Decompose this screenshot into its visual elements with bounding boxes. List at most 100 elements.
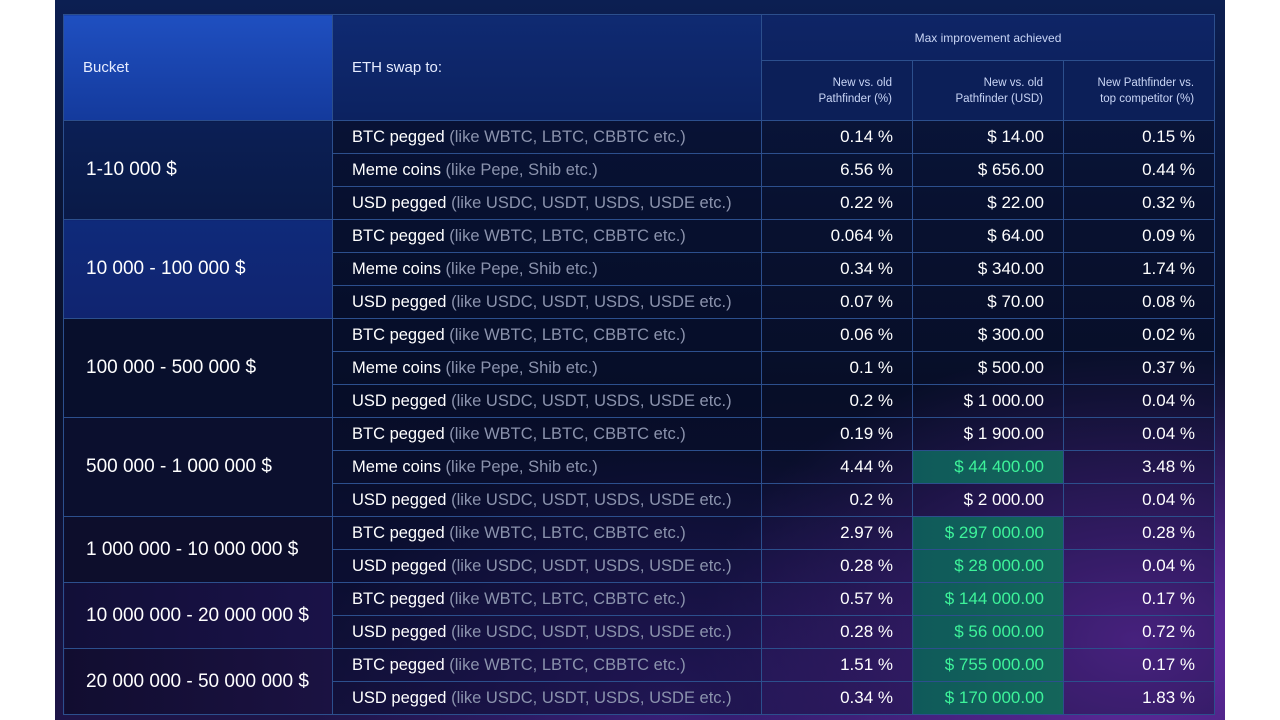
header-eth-swap-to: ETH swap to:	[332, 14, 762, 121]
asset-description: USD pegged (like USDC, USDT, USDS, USDE …	[332, 384, 762, 418]
asset-type: BTC pegged	[352, 424, 445, 443]
table-panel: Bucket ETH swap to: Max improvement achi…	[55, 0, 1225, 720]
header-max-improvement: Max improvement achieved	[760, 14, 1216, 61]
table-row: 500 000 - 1 000 000 $ BTC pegged (like WB…	[63, 417, 1216, 517]
usd-improvement-value: $ 144 000.00	[912, 582, 1064, 616]
competitor-improvement-value: 0.17 %	[1062, 648, 1216, 682]
bucket-label: 10 000 - 100 000 $	[63, 219, 333, 319]
asset-type: BTC pegged	[352, 523, 445, 542]
usd-improvement-value: $ 1 000.00	[912, 384, 1064, 418]
asset-description: Meme coins (like Pepe, Shib etc.)	[332, 351, 762, 385]
usd-improvement-value: $ 22.00	[912, 186, 1064, 220]
pct-improvement-value: 0.28 %	[761, 549, 913, 583]
asset-description: USD pegged (like USDC, USDT, USDS, USDE …	[332, 483, 762, 517]
pct-improvement-value: 0.1 %	[761, 351, 913, 385]
header-usd-improvement: New vs. old Pathfinder (USD)	[912, 60, 1064, 121]
usd-improvement-value: $ 340.00	[912, 252, 1064, 286]
asset-type: USD pegged	[352, 391, 447, 410]
usd-improvement-value: $ 170 000.00	[912, 681, 1064, 715]
asset-type: USD pegged	[352, 622, 447, 641]
pct-improvement-value: 0.2 %	[761, 483, 913, 517]
asset-type: BTC pegged	[352, 325, 445, 344]
competitor-improvement-value: 0.04 %	[1062, 549, 1216, 583]
pct-improvement-value: 4.44 %	[761, 450, 913, 484]
table-row: 20 000 000 - 50 000 000 $ BTC pegged (lik…	[63, 648, 1216, 715]
asset-type: BTC pegged	[352, 226, 445, 245]
asset-type: Meme coins	[352, 457, 441, 476]
table-row: 1-10 000 $ BTC pegged (like WBTC, LBTC, C…	[63, 120, 1216, 220]
asset-type: USD pegged	[352, 688, 447, 707]
competitor-improvement-value: 1.83 %	[1062, 681, 1216, 715]
asset-examples: (like USDC, USDT, USDS, USDE etc.)	[451, 556, 732, 575]
competitor-improvement-value: 0.04 %	[1062, 417, 1216, 451]
asset-description: USD pegged (like USDC, USDT, USDS, USDE …	[332, 681, 762, 715]
competitor-improvement-value: 0.28 %	[1062, 516, 1216, 550]
improvement-table: Bucket ETH swap to: Max improvement achi…	[63, 14, 1216, 715]
competitor-improvement-value: 0.37 %	[1062, 351, 1216, 385]
header-pct-line-2: Pathfinder (%)	[818, 92, 892, 105]
asset-examples: (like WBTC, LBTC, CBBTC etc.)	[449, 523, 686, 542]
table-row: USD pegged (like USDC, USDT, USDS, USDE …	[64, 681, 1216, 715]
competitor-improvement-value: 0.04 %	[1062, 483, 1216, 517]
asset-examples: (like Pepe, Shib etc.)	[445, 457, 598, 476]
asset-examples: (like USDC, USDT, USDS, USDE etc.)	[451, 622, 732, 641]
asset-type: USD pegged	[352, 193, 447, 212]
asset-description: BTC pegged (like WBTC, LBTC, CBBTC etc.)	[332, 516, 762, 550]
competitor-improvement-value: 1.74 %	[1062, 252, 1216, 286]
competitor-improvement-value: 0.04 %	[1062, 384, 1216, 418]
asset-examples: (like WBTC, LBTC, CBBTC etc.)	[449, 589, 686, 608]
asset-type: BTC pegged	[352, 655, 445, 674]
usd-improvement-value: $ 28 000.00	[912, 549, 1064, 583]
table-row: Meme coins (like Pepe, Shib etc.) 0.34 % $…	[64, 252, 1216, 286]
table-row: USD pegged (like USDC, USDT, USDS, USDE …	[64, 285, 1216, 319]
header-comp-line-2: top competitor (%)	[1100, 92, 1195, 105]
pct-improvement-value: 2.97 %	[761, 516, 913, 550]
table-row: USD pegged (like USDC, USDT, USDS, USDE …	[64, 186, 1216, 220]
asset-examples: (like WBTC, LBTC, CBBTC etc.)	[449, 655, 686, 674]
usd-improvement-value: $ 56 000.00	[912, 615, 1064, 649]
header-comp-line-1: New Pathfinder vs.	[1097, 76, 1195, 89]
pct-improvement-value: 0.14 %	[761, 120, 913, 154]
usd-improvement-value: $ 14.00	[912, 120, 1064, 154]
pct-improvement-value: 0.07 %	[761, 285, 913, 319]
asset-examples: (like WBTC, LBTC, CBBTC etc.)	[449, 127, 686, 146]
pct-improvement-value: 6.56 %	[761, 153, 913, 187]
asset-description: BTC pegged (like WBTC, LBTC, CBBTC etc.)	[332, 648, 762, 682]
asset-examples: (like USDC, USDT, USDS, USDE etc.)	[451, 490, 732, 509]
usd-improvement-value: $ 2 000.00	[912, 483, 1064, 517]
asset-type: Meme coins	[352, 160, 441, 179]
usd-improvement-value: $ 44 400.00	[912, 450, 1064, 484]
header-competitor-improvement: New Pathfinder vs. top competitor (%)	[1062, 60, 1216, 121]
asset-description: USD pegged (like USDC, USDT, USDS, USDE …	[332, 615, 762, 649]
table-row: USD pegged (like USDC, USDT, USDS, USDE …	[64, 615, 1216, 649]
bucket-label: 1 000 000 - 10 000 000 $	[63, 516, 333, 583]
pct-improvement-value: 1.51 %	[761, 648, 913, 682]
asset-description: BTC pegged (like WBTC, LBTC, CBBTC etc.)	[332, 417, 762, 451]
competitor-improvement-value: 0.15 %	[1062, 120, 1216, 154]
table-row: Meme coins (like Pepe, Shib etc.) 4.44 % $…	[64, 450, 1216, 484]
asset-description: USD pegged (like USDC, USDT, USDS, USDE …	[332, 186, 762, 220]
asset-description: USD pegged (like USDC, USDT, USDS, USDE …	[332, 549, 762, 583]
pct-improvement-value: 0.064 %	[761, 219, 913, 253]
usd-improvement-value: $ 297 000.00	[912, 516, 1064, 550]
asset-type: Meme coins	[352, 259, 441, 278]
header-usd-line-2: Pathfinder (USD)	[955, 92, 1043, 105]
asset-examples: (like WBTC, LBTC, CBBTC etc.)	[449, 226, 686, 245]
pct-improvement-value: 0.2 %	[761, 384, 913, 418]
header-usd-line-1: New vs. old	[983, 76, 1043, 89]
table-body: 1-10 000 $ BTC pegged (like WBTC, LBTC, C…	[63, 120, 1216, 715]
asset-examples: (like Pepe, Shib etc.)	[445, 259, 598, 278]
header-pct-line-1: New vs. old	[832, 76, 892, 89]
pct-improvement-value: 0.19 %	[761, 417, 913, 451]
competitor-improvement-value: 0.17 %	[1062, 582, 1216, 616]
bucket-label: 20 000 000 - 50 000 000 $	[63, 648, 333, 715]
asset-description: BTC pegged (like WBTC, LBTC, CBBTC etc.)	[332, 120, 762, 154]
pct-improvement-value: 0.57 %	[761, 582, 913, 616]
competitor-improvement-value: 0.72 %	[1062, 615, 1216, 649]
asset-type: USD pegged	[352, 292, 447, 311]
table-row: 10 000 000 - 20 000 000 $ BTC pegged (lik…	[63, 582, 1216, 649]
usd-improvement-value: $ 300.00	[912, 318, 1064, 352]
competitor-improvement-value: 0.32 %	[1062, 186, 1216, 220]
asset-examples: (like WBTC, LBTC, CBBTC etc.)	[449, 424, 686, 443]
competitor-improvement-value: 0.08 %	[1062, 285, 1216, 319]
